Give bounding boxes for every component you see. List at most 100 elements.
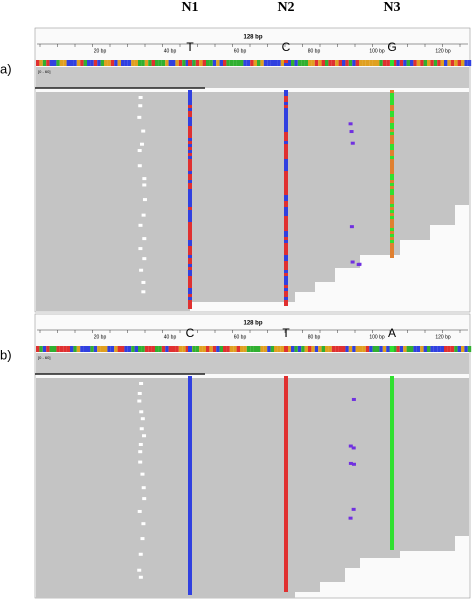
reference-base <box>127 60 132 66</box>
mismatch <box>284 153 288 156</box>
mismatch <box>188 186 192 189</box>
mismatch <box>284 409 288 412</box>
mismatch <box>284 490 288 493</box>
mismatch <box>188 231 192 234</box>
reference-base <box>362 346 366 352</box>
mismatch <box>390 141 394 144</box>
reference-base <box>382 346 387 352</box>
mismatch <box>284 544 288 547</box>
reference-base <box>185 346 189 352</box>
reference-base <box>195 346 200 352</box>
mismatch <box>284 523 288 526</box>
reference-base <box>263 60 268 66</box>
mismatch <box>284 249 288 252</box>
reference-base <box>267 346 271 352</box>
reference-base <box>76 60 81 66</box>
mismatch <box>188 252 192 255</box>
mismatch <box>188 349 192 352</box>
mismatch <box>390 60 394 63</box>
ruler-label: 128 bp <box>243 35 262 41</box>
reference-base <box>311 346 315 352</box>
mismatch <box>188 445 192 448</box>
reference-base <box>291 60 295 66</box>
mismatch <box>188 195 192 198</box>
reference-base <box>291 346 295 352</box>
mismatch <box>390 508 394 511</box>
mismatch <box>188 448 192 451</box>
reference-base <box>311 60 315 66</box>
mismatch <box>390 439 394 442</box>
mismatch <box>188 213 192 216</box>
reference-base <box>134 60 138 66</box>
mismatch <box>188 108 192 111</box>
mismatch <box>390 376 394 379</box>
mismatch <box>390 63 394 66</box>
ruler-tick-label: 120 bp <box>435 48 451 54</box>
mismatch <box>284 550 288 553</box>
reference-base <box>216 346 220 352</box>
mismatch <box>390 406 394 409</box>
mismatch <box>188 111 192 114</box>
mismatch <box>188 382 192 385</box>
mismatch <box>188 99 192 102</box>
reference-base <box>202 346 206 352</box>
mismatch <box>284 442 288 445</box>
reference-base <box>342 346 346 352</box>
mismatch <box>284 586 288 589</box>
mismatch <box>188 559 192 562</box>
reference-base <box>168 346 172 352</box>
mismatch <box>284 264 288 267</box>
mismatch <box>284 349 288 352</box>
mismatch <box>188 424 192 427</box>
reference-base <box>229 346 234 352</box>
reference-base <box>423 60 427 66</box>
mismatch-dot <box>349 225 354 229</box>
reference-base <box>216 60 220 66</box>
mismatch <box>284 502 288 505</box>
read-gap <box>138 247 143 251</box>
mismatch <box>188 120 192 123</box>
mismatch <box>390 159 394 162</box>
reference-base <box>430 346 434 352</box>
mismatch <box>188 273 192 276</box>
read-gap <box>139 142 144 146</box>
reference-base <box>328 60 332 66</box>
mismatch <box>284 394 288 397</box>
reference-base <box>165 346 169 352</box>
reference-base <box>280 346 285 352</box>
reference-base <box>134 346 138 352</box>
reference-base <box>314 60 319 66</box>
reference-base <box>124 346 128 352</box>
mismatch <box>188 427 192 430</box>
variant-base: C <box>282 40 291 54</box>
reference-base <box>114 60 118 66</box>
reference-base <box>403 346 407 352</box>
mismatch <box>390 192 394 195</box>
ruler-tick-label: 20 bp <box>94 334 107 340</box>
mismatch <box>284 162 288 165</box>
mismatch <box>390 427 394 430</box>
mismatch <box>390 451 394 454</box>
reference-base <box>420 60 424 66</box>
reference-base <box>172 60 176 66</box>
read-gap <box>138 575 143 579</box>
mismatch <box>284 159 288 162</box>
reference-base <box>467 60 472 66</box>
mismatch <box>390 391 394 394</box>
mismatch <box>284 424 288 427</box>
mismatch <box>188 306 192 309</box>
reference-base <box>192 60 196 66</box>
reference-base <box>355 346 359 352</box>
mismatch <box>284 514 288 517</box>
mismatch <box>284 448 288 451</box>
mismatch <box>390 448 394 451</box>
mismatch <box>188 135 192 138</box>
reference-base <box>131 60 135 66</box>
mismatch <box>390 219 394 222</box>
reference-base <box>328 346 332 352</box>
reference-base <box>260 60 264 66</box>
mismatch <box>284 454 288 457</box>
coverage-track <box>36 67 469 88</box>
mismatch <box>188 415 192 418</box>
mismatch <box>284 484 288 487</box>
